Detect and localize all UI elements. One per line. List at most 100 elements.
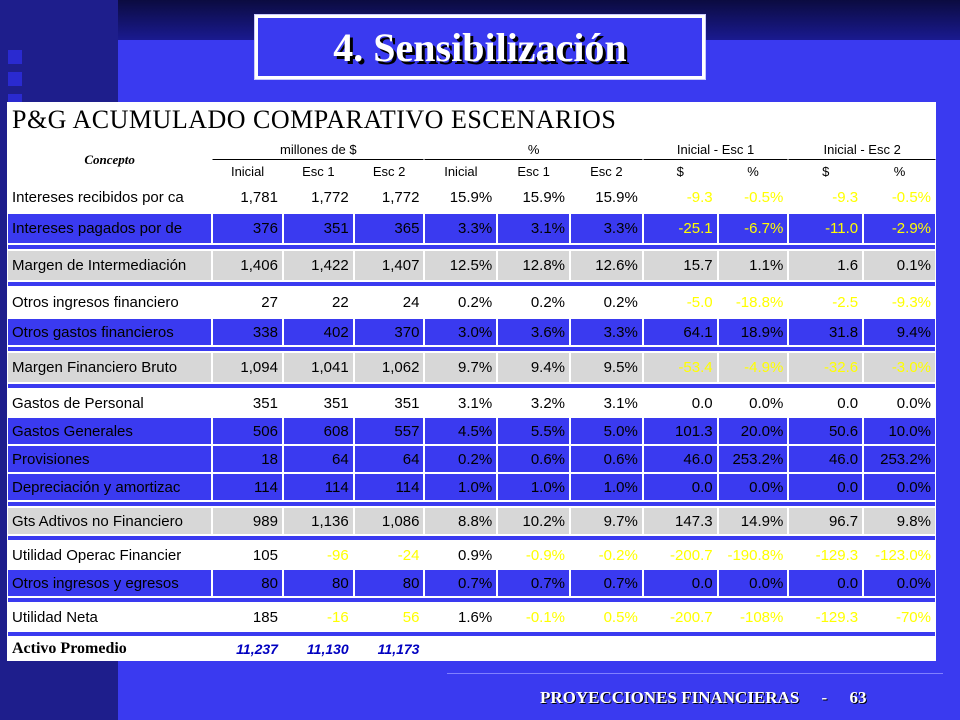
table-cell: -0.1% xyxy=(497,603,571,631)
table-row: Margen Financiero Bruto 1,094 1,041 1,062 9.… xyxy=(7,352,936,383)
table-cell: 0.0 xyxy=(788,389,864,417)
table-cell: 64.1 xyxy=(642,318,718,346)
row-label: Utilidad Neta xyxy=(7,603,213,631)
table-cell: 80 xyxy=(282,569,354,597)
table-cell: -129.3 xyxy=(788,603,864,631)
table-cell: -0.5% xyxy=(717,182,789,213)
table-cell: 9.4% xyxy=(863,318,936,346)
table-cell: 1,781 xyxy=(212,182,283,213)
table-cell: -200.7 xyxy=(642,541,718,569)
table-cell: 1,422 xyxy=(282,250,354,281)
table-row: Gts Adtivos no Financiero 989 1,136 1,086 8.… xyxy=(7,507,936,535)
decor-square xyxy=(8,50,22,64)
decor-square xyxy=(8,72,22,86)
table-cell: 9.5% xyxy=(570,352,643,383)
table-row: Otros gastos financieros 338 402 370 3.0% 3.6… xyxy=(7,318,936,346)
sub-header: Esc 2 xyxy=(570,160,643,182)
table-cell: 3.6% xyxy=(497,318,571,346)
table-cell: 12.6% xyxy=(570,250,643,281)
table-cell: 101.3 xyxy=(642,417,718,445)
row-spacer-cell xyxy=(7,244,936,250)
row-label: Otros gastos financieros xyxy=(7,318,213,346)
row-spacer-cell xyxy=(7,597,936,603)
table-cell: 9.4% xyxy=(497,352,571,383)
table-cell: 0.0 xyxy=(642,569,718,597)
table-cell: 351 xyxy=(212,389,283,417)
row-label: Gts Adtivos no Financiero xyxy=(7,507,213,535)
row-spacer xyxy=(7,535,936,541)
row-label: Otros ingresos financiero xyxy=(7,287,213,318)
activo-promedio-value: 11,130 xyxy=(282,637,354,661)
table-cell: 0.7% xyxy=(570,569,643,597)
row-spacer-cell xyxy=(7,281,936,287)
table-cell: 27 xyxy=(212,287,283,318)
table-cell: 12.5% xyxy=(424,250,498,281)
table-cell: -32.6 xyxy=(788,352,864,383)
concept-header: Concepto xyxy=(7,138,213,182)
table-cell: 1,062 xyxy=(353,352,425,383)
table-title: P&G ACUMULADO COMPARATIVO ESCENARIOS xyxy=(7,102,936,138)
row-label: Margen de Intermediación xyxy=(7,250,213,281)
table-cell: 114 xyxy=(353,473,425,501)
table-cell: 185 xyxy=(212,603,283,631)
table-row: Depreciación y amortizac 114 114 114 1.0% 1.0… xyxy=(7,473,936,501)
table-cell: 14.9% xyxy=(717,507,789,535)
table-cell: 8.8% xyxy=(424,507,498,535)
table-row: Gastos de Personal 351 351 351 3.1% 3.2% 3.1% 0… xyxy=(7,389,936,417)
table-row: Utilidad Operac Financier 105 -96 -24 0.9% -0… xyxy=(7,541,936,569)
table-cell: 15.9% xyxy=(570,182,643,213)
table-cell: 1,094 xyxy=(212,352,283,383)
table-cell: 351 xyxy=(282,213,354,244)
table-cell: 338 xyxy=(212,318,283,346)
table-cell: -96 xyxy=(282,541,354,569)
table-cell: -9.3 xyxy=(642,182,718,213)
table-cell: -5.0 xyxy=(642,287,718,318)
table-cell: 506 xyxy=(212,417,283,445)
table-cell: 114 xyxy=(282,473,354,501)
footer: PROYECCIONES FINANCIERAS - 63 xyxy=(540,688,884,708)
table-cell: 0.2% xyxy=(424,445,498,473)
sub-header: % xyxy=(863,160,936,182)
table-cell: -0.9% xyxy=(497,541,571,569)
table-cell: 1,772 xyxy=(282,182,354,213)
table-cell: 9.8% xyxy=(863,507,936,535)
table-cell: -3.0% xyxy=(863,352,936,383)
table-cell: -18.8% xyxy=(717,287,789,318)
table-cell: 0.7% xyxy=(497,569,571,597)
table-cell: 1,136 xyxy=(282,507,354,535)
group-header-pct: % xyxy=(424,138,643,160)
table-cell: -129.3 xyxy=(788,541,864,569)
table-cell: 608 xyxy=(282,417,354,445)
page-number: 63 xyxy=(849,688,867,707)
row-spacer-cell xyxy=(7,346,936,352)
table-cell: 0.2% xyxy=(497,287,571,318)
table-cell: 0.0% xyxy=(863,473,936,501)
table-cell: 370 xyxy=(353,318,425,346)
row-label: Gastos de Personal xyxy=(7,389,213,417)
table-cell: 557 xyxy=(353,417,425,445)
table-cell: 3.3% xyxy=(570,213,643,244)
pg-comparison-table: P&G ACUMULADO COMPARATIVO ESCENARIOS Con… xyxy=(7,102,936,661)
table-cell: 1.1% xyxy=(717,250,789,281)
empty-cell xyxy=(642,637,789,661)
table-row: Margen de Intermediación 1,406 1,422 1,407 1… xyxy=(7,250,936,281)
row-spacer xyxy=(7,501,936,507)
table-cell: 0.9% xyxy=(424,541,498,569)
table-cell: 0.2% xyxy=(570,287,643,318)
table-row: Intereses recibidos por ca 1,781 1,772 1,77… xyxy=(7,182,936,213)
table-cell: 3.3% xyxy=(424,213,498,244)
table-cell: 147.3 xyxy=(642,507,718,535)
table-cell: 0.7% xyxy=(424,569,498,597)
row-spacer xyxy=(7,244,936,250)
table-cell: 18 xyxy=(212,445,283,473)
table-cell: 1,041 xyxy=(282,352,354,383)
table-cell: 1,407 xyxy=(353,250,425,281)
table-cell: 1.0% xyxy=(570,473,643,501)
table-cell: 1.6 xyxy=(788,250,864,281)
table-cell: 96.7 xyxy=(788,507,864,535)
table-cell: 0.0 xyxy=(642,473,718,501)
table-cell: -9.3 xyxy=(788,182,864,213)
table-cell: -0.5% xyxy=(863,182,936,213)
table-cell: 989 xyxy=(212,507,283,535)
table-cell: -25.1 xyxy=(642,213,718,244)
